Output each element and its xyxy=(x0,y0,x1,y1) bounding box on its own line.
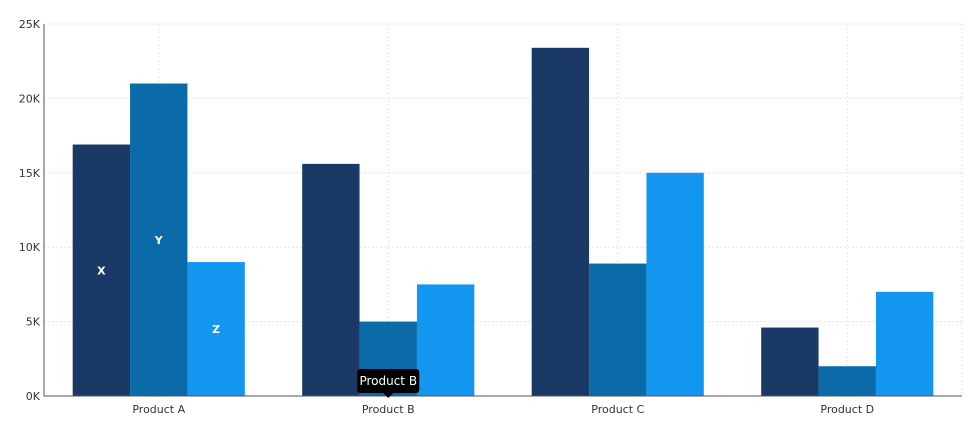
bar[interactable] xyxy=(72,144,131,396)
tooltip-pointer xyxy=(383,393,394,398)
y-tick-label: 20K xyxy=(19,92,41,105)
tooltip: Product B xyxy=(357,369,420,398)
y-tick-label: 15K xyxy=(19,167,41,180)
y-tick-label: 5K xyxy=(26,316,41,329)
bar-label: X xyxy=(97,264,106,277)
x-tick-label: Product C xyxy=(591,403,644,416)
y-tick-label: 25K xyxy=(19,18,41,31)
bar[interactable] xyxy=(416,284,475,396)
bar[interactable] xyxy=(589,263,647,396)
tooltip-box xyxy=(357,369,420,393)
bar[interactable] xyxy=(130,83,188,397)
bar-label: Z xyxy=(212,323,220,336)
bar[interactable] xyxy=(646,172,704,396)
x-tick-label: Product B xyxy=(362,403,415,416)
tooltip-text: Product B xyxy=(359,374,417,388)
bar[interactable] xyxy=(531,47,590,397)
bar[interactable] xyxy=(875,291,934,396)
x-tick-label: Product D xyxy=(820,403,874,416)
bar-label: Y xyxy=(154,234,164,247)
bar[interactable] xyxy=(761,327,819,396)
bar[interactable] xyxy=(187,262,245,396)
y-tick-label: 0K xyxy=(26,390,41,403)
bar[interactable] xyxy=(818,366,876,396)
y-tick-label: 10K xyxy=(19,241,41,254)
bar[interactable] xyxy=(302,163,360,396)
axes: 0K 5K 10K 15K 20K 25K Product A Product B Produc… xyxy=(19,18,962,416)
bars xyxy=(72,47,934,397)
bar-labels: X Y Z xyxy=(97,234,220,336)
x-tick-label: Product A xyxy=(132,403,185,416)
